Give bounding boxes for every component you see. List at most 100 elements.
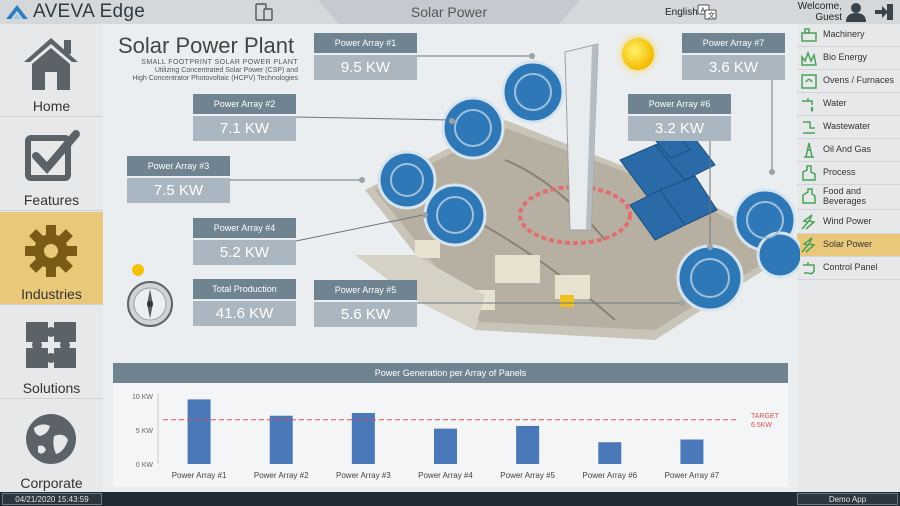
power-bar-chart: 0 KW 5 KW 10 KW Power Array #1 Power Array #… bbox=[132, 393, 780, 480]
bar-2 bbox=[269, 415, 293, 464]
welcome-line-1: Welcome, bbox=[797, 1, 842, 12]
rn-process[interactable]: Process bbox=[797, 162, 900, 185]
bar-6 bbox=[598, 442, 622, 464]
array-4-value: 5.2 KW bbox=[193, 240, 296, 265]
rn-wind-label: Wind Power bbox=[823, 216, 872, 226]
globe-icon bbox=[26, 414, 76, 464]
array-2-label: Power Array #2 bbox=[193, 94, 296, 114]
nav-solutions[interactable]: Solutions bbox=[0, 306, 103, 399]
y-tick-label: 10 KW bbox=[132, 394, 153, 401]
rn-solar-label: Solar Power bbox=[823, 239, 873, 249]
page-subtitle-1: SMALL FOOTPRINT SOLAR POWER PLANT bbox=[141, 59, 298, 66]
array-box-4: Power Array #4 5.2 KW bbox=[193, 218, 296, 265]
bar-3 bbox=[351, 413, 375, 464]
array-1-value: 9.5 KW bbox=[314, 55, 417, 80]
left-nav: Home Features bbox=[0, 24, 103, 492]
array-6-value: 3.2 KW bbox=[628, 116, 731, 141]
nav-industries[interactable]: Industries bbox=[0, 212, 103, 305]
nav-features-label: Features bbox=[23, 192, 80, 208]
app-mode-badge: Demo App bbox=[797, 493, 898, 505]
array-3-label: Power Array #3 bbox=[127, 156, 230, 176]
right-nav: Machinery Bio Energy Ovens / Furnaces Wa… bbox=[797, 24, 900, 282]
solar-plant-illustration bbox=[355, 43, 800, 340]
y-tick-label: 0 KW bbox=[136, 462, 154, 469]
target-value-label: 6.5KW bbox=[751, 422, 772, 429]
rn-solar[interactable]: Solar Power bbox=[797, 234, 900, 257]
target-label: TARGET bbox=[751, 413, 780, 420]
rn-wastewater[interactable]: Wastewater bbox=[797, 116, 900, 139]
x-tick-label: Power Array #1 bbox=[172, 471, 227, 480]
total-production-label: Total Production bbox=[193, 279, 296, 299]
svg-text:A: A bbox=[701, 8, 706, 15]
rn-machinery[interactable]: Machinery bbox=[797, 24, 900, 47]
array-3-value: 7.5 KW bbox=[127, 178, 230, 203]
rn-food[interactable]: Food and Beverages bbox=[797, 185, 900, 210]
x-tick-label: Power Array #3 bbox=[336, 471, 391, 480]
wind-icon bbox=[801, 214, 816, 230]
welcome-user: Guest bbox=[815, 12, 842, 23]
rn-wastewater-label: Wastewater bbox=[823, 121, 871, 131]
wastewater-icon bbox=[803, 121, 815, 134]
rn-ovens[interactable]: Ovens / Furnaces bbox=[797, 70, 900, 93]
page-subtitle-3: High Concentrator Photovoltaic (HCPV) Te… bbox=[132, 75, 298, 82]
rn-oil-gas[interactable]: Oil And Gas bbox=[797, 139, 900, 162]
rn-machinery-label: Machinery bbox=[823, 29, 865, 39]
app-brand: AVEVA Edge bbox=[33, 1, 146, 22]
bio-energy-icon bbox=[801, 50, 817, 66]
user-icon[interactable] bbox=[844, 2, 868, 22]
control-panel-icon bbox=[803, 262, 815, 275]
total-production-value: 41.6 KW bbox=[193, 301, 296, 326]
checkbox-icon bbox=[25, 130, 80, 181]
nav-home[interactable]: Home bbox=[0, 24, 103, 117]
y-tick-label: 5 KW bbox=[136, 428, 154, 435]
gear-icon bbox=[25, 225, 77, 277]
logout-icon[interactable] bbox=[873, 3, 895, 21]
language-label[interactable]: English bbox=[665, 7, 698, 18]
welcome-text: Welcome, Guest bbox=[792, 1, 842, 23]
nav-corporate-label: Corporate bbox=[20, 475, 83, 491]
array-box-2: Power Array #2 7.1 KW bbox=[193, 94, 296, 141]
rn-food-label: Food and Beverages bbox=[823, 186, 867, 206]
x-tick-label: Power Array #2 bbox=[254, 471, 309, 480]
rn-oil-gas-label: Oil And Gas bbox=[823, 144, 872, 154]
x-tick-label: Power Array #5 bbox=[500, 471, 555, 480]
bar-7 bbox=[680, 439, 704, 464]
rn-water-label: Water bbox=[823, 98, 847, 108]
rn-bio-energy[interactable]: Bio Energy bbox=[797, 47, 900, 70]
svg-text:文: 文 bbox=[708, 11, 715, 20]
compass-icon bbox=[127, 264, 173, 327]
puzzle-icon bbox=[26, 322, 76, 368]
array-7-label: Power Array #7 bbox=[682, 33, 785, 53]
home-icon bbox=[24, 38, 78, 90]
x-tick-label: Power Array #4 bbox=[418, 471, 473, 480]
nav-corporate[interactable]: Corporate bbox=[0, 400, 103, 493]
translate-icon[interactable]: A 文 bbox=[697, 3, 717, 21]
process-icon bbox=[802, 165, 816, 181]
rn-water[interactable]: Water bbox=[797, 93, 900, 116]
array-4-label: Power Array #4 bbox=[193, 218, 296, 238]
device-icon[interactable] bbox=[254, 3, 274, 21]
array-5-label: Power Array #5 bbox=[314, 280, 417, 300]
rn-control-panel[interactable]: Control Panel bbox=[797, 257, 900, 280]
array-1-label: Power Array #1 bbox=[314, 33, 417, 53]
nav-solutions-label: Solutions bbox=[22, 380, 81, 396]
total-production-box: Total Production 41.6 KW bbox=[193, 279, 296, 326]
chart-panel bbox=[113, 363, 788, 487]
chart-title: Power Generation per Array of Panels bbox=[113, 363, 788, 383]
rn-bio-energy-label: Bio Energy bbox=[823, 52, 868, 62]
array-box-5: Power Array #5 5.6 KW bbox=[314, 280, 417, 327]
page-subtitle-2: Utilizing Concentrated Solar Power (CSP)… bbox=[154, 67, 298, 74]
array-6-label: Power Array #6 bbox=[628, 94, 731, 114]
machinery-icon bbox=[801, 28, 817, 42]
array-box-7: Power Array #7 3.6 KW bbox=[682, 33, 785, 80]
nav-features[interactable]: Features bbox=[0, 118, 103, 211]
bar-5 bbox=[516, 425, 540, 464]
solar-icon bbox=[801, 237, 816, 253]
right-nav-filler bbox=[797, 282, 900, 492]
array-box-6: Power Array #6 3.2 KW bbox=[628, 94, 731, 141]
rn-wind[interactable]: Wind Power bbox=[797, 211, 900, 234]
sun-icon bbox=[622, 38, 654, 70]
datetime-display: 04/21/2020 15:43:59 bbox=[2, 493, 102, 505]
status-bar bbox=[0, 492, 900, 506]
aveva-logo-icon bbox=[6, 5, 28, 19]
